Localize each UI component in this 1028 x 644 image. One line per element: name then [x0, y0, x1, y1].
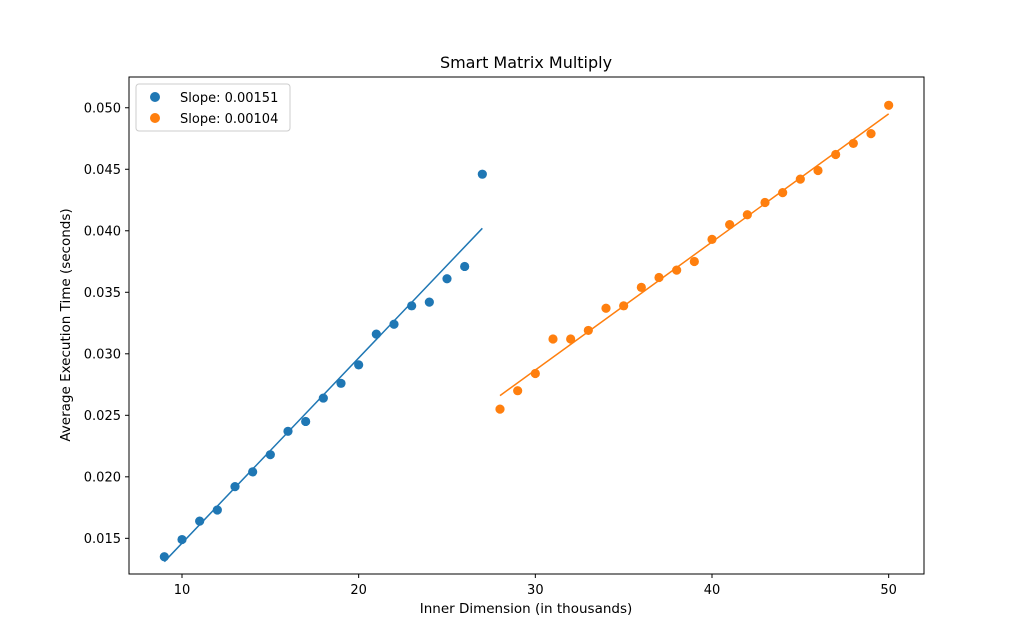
data-point-orange — [689, 256, 699, 267]
legend-marker-blue — [150, 92, 160, 102]
data-point-blue — [230, 482, 240, 492]
y-tick-label: 0.045 — [84, 163, 121, 178]
data-point-blue — [477, 169, 487, 179]
data-point-orange — [831, 149, 841, 160]
chart-title: Smart Matrix Multiply — [440, 53, 612, 72]
data-point-blue — [442, 274, 452, 284]
data-point-orange — [495, 404, 505, 414]
data-point-blue — [248, 467, 258, 477]
data-point-blue — [212, 505, 222, 515]
data-point-orange — [530, 368, 540, 379]
x-tick-label: 30 — [527, 583, 544, 598]
data-point-orange — [583, 325, 593, 336]
data-point-blue — [283, 426, 293, 436]
data-point-blue — [424, 297, 434, 307]
fit-line-orange — [499, 113, 890, 397]
x-tick-label: 50 — [880, 583, 897, 598]
data-point-orange — [601, 303, 611, 313]
data-point-blue — [407, 301, 417, 311]
data-point-orange — [725, 220, 735, 230]
data-point-orange — [760, 197, 770, 208]
data-point-blue — [265, 450, 275, 460]
legend-label-orange: Slope: 0.00104 — [180, 112, 278, 127]
plot-marks — [159, 100, 894, 563]
legend-marker-orange — [150, 113, 160, 123]
data-point-blue — [460, 261, 470, 272]
y-tick-label: 0.015 — [84, 532, 121, 547]
y-tick-label: 0.050 — [84, 101, 121, 116]
data-point-orange — [848, 138, 858, 149]
data-point-orange — [707, 234, 717, 244]
data-point-blue — [195, 516, 205, 526]
x-tick-label: 20 — [350, 583, 367, 598]
data-point-orange — [548, 334, 558, 344]
plot-frame — [128, 76, 925, 575]
data-point-blue — [371, 329, 381, 339]
x-axis-ticks: 10 20 30 40 50 — [174, 574, 897, 598]
x-axis-label: Inner Dimension (in thousands) — [420, 601, 633, 617]
x-tick-label: 40 — [704, 583, 721, 598]
data-point-orange — [795, 174, 805, 184]
y-axis-label: Average Execution Time (seconds) — [58, 208, 74, 441]
data-point-orange — [778, 188, 788, 198]
legend-label-blue: Slope: 0.00151 — [180, 91, 278, 106]
data-point-orange — [619, 301, 629, 311]
data-point-blue — [354, 360, 364, 370]
data-point-orange — [866, 128, 876, 139]
data-point-orange — [513, 386, 523, 396]
data-point-blue — [177, 534, 187, 545]
legend: Slope: 0.00151 Slope: 0.00104 — [135, 83, 291, 132]
y-axis-ticks: 0.015 0.020 0.025 0.030 0.035 0.040 0.045 0.050 — [84, 101, 129, 547]
data-point-blue — [318, 393, 328, 403]
y-tick-label: 0.035 — [84, 286, 121, 301]
data-point-blue — [301, 416, 311, 427]
y-tick-label: 0.020 — [84, 470, 121, 485]
y-tick-label: 0.025 — [84, 409, 121, 424]
y-tick-label: 0.030 — [84, 347, 121, 362]
data-point-blue — [336, 378, 346, 388]
data-point-orange — [813, 165, 823, 176]
data-point-orange — [654, 272, 664, 283]
legend-box — [135, 83, 291, 132]
data-point-orange — [672, 265, 682, 275]
data-point-orange — [884, 100, 894, 110]
x-tick-label: 10 — [174, 583, 191, 598]
data-point-orange — [742, 210, 752, 220]
data-point-orange — [636, 282, 646, 292]
y-tick-label: 0.040 — [84, 224, 121, 239]
data-point-blue — [159, 552, 169, 562]
data-point-orange — [566, 334, 576, 344]
data-point-blue — [389, 319, 399, 329]
